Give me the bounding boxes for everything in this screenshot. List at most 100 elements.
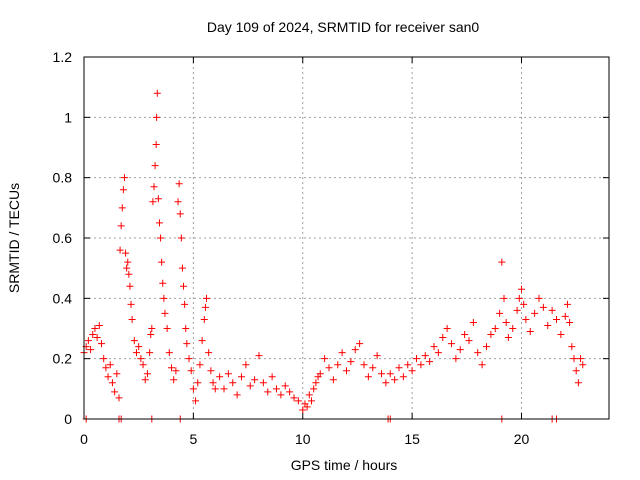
data-point: [478, 361, 486, 369]
data-point: [360, 361, 368, 369]
data-point: [513, 306, 521, 314]
data-point: [522, 315, 530, 323]
data-points: [80, 89, 587, 423]
data-point: [378, 370, 385, 378]
data-point: [98, 340, 105, 348]
x-tick-label: 20: [514, 431, 530, 447]
data-point: [111, 388, 119, 396]
data-point: [268, 373, 276, 381]
data-point: [158, 258, 166, 266]
data-point: [93, 334, 101, 342]
data-point: [165, 349, 173, 357]
data-point: [456, 346, 464, 354]
data-point: [364, 373, 372, 381]
data-point: [108, 379, 116, 387]
data-point: [579, 361, 587, 369]
data-point: [147, 331, 155, 339]
data-point: [386, 370, 394, 378]
data-point: [209, 379, 217, 387]
data-point: [181, 300, 189, 308]
data-point: [483, 343, 490, 351]
data-point: [325, 364, 333, 372]
data-point: [126, 282, 134, 290]
data-point: [216, 373, 224, 381]
data-point: [491, 325, 499, 332]
data-point: [544, 321, 552, 329]
data-point: [399, 373, 407, 381]
data-point: [182, 325, 190, 332]
data-point: [149, 198, 157, 206]
data-point: [185, 355, 193, 363]
data-point: [172, 367, 180, 375]
data-point: [448, 340, 455, 348]
data-point: [563, 300, 571, 308]
data-point: [548, 306, 556, 314]
data-point: [91, 325, 99, 332]
y-tick-label: 0.4: [53, 290, 73, 306]
data-point: [120, 174, 128, 182]
data-point: [128, 315, 136, 323]
data-point: [117, 222, 125, 230]
data-point: [87, 346, 95, 354]
data-point: [526, 328, 534, 336]
data-point: [224, 370, 232, 378]
data-point: [487, 331, 495, 339]
data-point: [408, 367, 416, 375]
data-point: [152, 140, 160, 148]
data-point: [496, 309, 504, 317]
data-point: [130, 337, 138, 345]
tick-labels: 0 5 10 15 20 0 0.2 0.4 0.6 0.8 1 1.2: [53, 49, 530, 447]
data-point: [196, 361, 204, 369]
data-point: [168, 364, 175, 372]
data-point: [201, 303, 209, 311]
chart-title: Day 109 of 2024, SRMTID for receiver san…: [207, 19, 480, 35]
data-point: [504, 334, 512, 342]
data-point: [294, 397, 302, 405]
data-point: [343, 367, 350, 375]
data-point: [413, 355, 420, 363]
data-point: [312, 379, 320, 387]
y-tick-label: 0: [64, 411, 72, 427]
data-point: [192, 397, 200, 405]
data-point: [572, 367, 580, 375]
data-point: [574, 379, 582, 387]
data-point: [187, 367, 195, 375]
data-point: [273, 385, 280, 393]
data-point: [404, 361, 412, 369]
data-point: [417, 361, 425, 369]
data-point: [391, 376, 399, 384]
data-point: [316, 370, 324, 378]
data-point: [531, 309, 539, 317]
data-point: [153, 113, 161, 121]
data-point: [155, 219, 163, 227]
data-point: [259, 379, 267, 387]
data-point: [170, 376, 178, 384]
data-point: [198, 337, 206, 345]
data-point: [175, 180, 183, 188]
data-point: [205, 349, 213, 357]
data-point: [133, 349, 140, 357]
data-point: [161, 309, 169, 317]
data-point: [443, 325, 451, 332]
data-point: [180, 282, 188, 290]
data-point: [137, 355, 145, 363]
data-point: [153, 89, 161, 97]
data-point: [124, 258, 132, 266]
data-point: [174, 198, 182, 206]
data-point: [119, 186, 127, 194]
data-point: [177, 234, 185, 242]
data-point: [500, 294, 508, 302]
data-point: [539, 303, 547, 311]
data-point: [151, 162, 159, 170]
data-point: [469, 318, 477, 326]
data-point: [286, 388, 294, 396]
data-point: [303, 403, 311, 411]
data-point: [163, 325, 171, 332]
data-point: [502, 318, 510, 326]
data-point: [146, 349, 154, 357]
data-point: [553, 315, 560, 323]
data-point: [382, 379, 390, 387]
data-point: [159, 279, 167, 287]
y-tick-label: 1: [64, 109, 72, 125]
data-point: [220, 385, 228, 393]
